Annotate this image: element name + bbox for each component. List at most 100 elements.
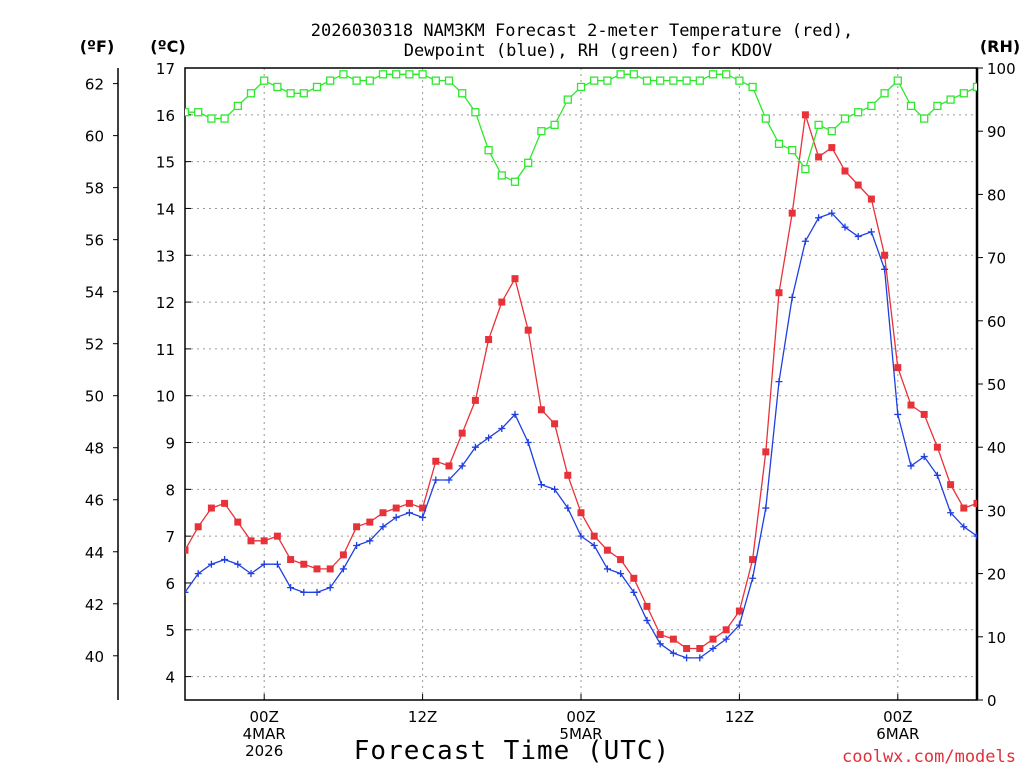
rh-tick-label: 20	[987, 566, 1006, 584]
x-tick-label: 12Z	[725, 708, 754, 726]
rh-point	[893, 76, 902, 85]
temperature-point	[933, 443, 941, 451]
rh-tick-label: 50	[987, 376, 1006, 394]
temperature-series	[185, 111, 977, 653]
dewpoint-point	[273, 560, 281, 568]
fahrenheit-tick-label: 42	[85, 596, 104, 614]
dewpoint-point	[815, 214, 823, 222]
chart-title-line-1: 2026030318 NAM3KM Forecast 2-meter Tempe…	[311, 21, 853, 41]
dewpoint-point	[841, 223, 849, 231]
temperature-point	[300, 560, 308, 568]
rh-series	[185, 70, 977, 186]
rh-point	[590, 76, 599, 85]
rh-point	[185, 108, 190, 117]
series-layer	[185, 70, 977, 662]
rh-point	[260, 76, 269, 85]
temperature-point	[683, 645, 691, 653]
rh-point	[233, 101, 242, 111]
x-tick-label: 5MAR	[559, 725, 602, 743]
temperature-point	[881, 251, 889, 259]
dewpoint-point	[775, 378, 783, 386]
rh-point	[431, 76, 440, 85]
dewpoint-point	[947, 509, 955, 517]
rh-point	[405, 70, 414, 79]
temperature-point	[445, 462, 453, 470]
rh-point	[682, 76, 691, 85]
dewpoint-point	[867, 228, 875, 236]
dewpoint-point	[696, 654, 704, 662]
temperature-point	[326, 565, 334, 573]
rh-point	[418, 70, 427, 79]
temperature-point	[419, 504, 427, 512]
dewpoint-point	[960, 523, 968, 531]
rh-tick-label: 90	[987, 123, 1006, 141]
rh-point	[458, 89, 467, 98]
x-axis-label: Forecast Time (UTC)	[354, 736, 670, 766]
dewpoint-point	[524, 439, 532, 447]
rh-point	[722, 70, 731, 79]
dewpoint-point	[854, 233, 862, 241]
rh-point	[946, 95, 955, 104]
dewpoint-point	[221, 556, 229, 564]
rh-point	[286, 89, 295, 98]
rh-tick-label: 0	[987, 692, 997, 710]
temperature-point	[339, 551, 347, 559]
celsius-tick-label: 4	[165, 669, 175, 687]
fahrenheit-tick-label: 60	[85, 128, 104, 146]
rh-point	[616, 70, 625, 79]
dewpoint-point	[643, 616, 651, 624]
temperature-point	[643, 602, 651, 610]
temperature-point	[669, 635, 677, 643]
rh-point	[933, 101, 942, 111]
rh-point	[299, 89, 308, 98]
temperature-point	[185, 546, 189, 554]
rh-point	[194, 108, 203, 117]
temperature-point	[867, 195, 875, 203]
dewpoint-point	[881, 265, 889, 273]
rh-point	[959, 89, 968, 98]
dewpoint-point	[353, 542, 361, 550]
temperature-point	[801, 111, 809, 119]
rh-point	[273, 82, 282, 92]
rh-point	[854, 108, 863, 117]
rh-point	[378, 70, 388, 79]
dewpoint-point	[669, 649, 677, 657]
rh-point	[880, 89, 889, 98]
dewpoint-point	[894, 410, 902, 418]
dewpoint-point	[920, 453, 928, 461]
celsius-tick-label: 9	[165, 435, 175, 453]
celsius-tick-label: 5	[165, 622, 175, 640]
dewpoint-point	[419, 513, 427, 521]
fahrenheit-tick-label: 48	[85, 440, 104, 458]
temperature-point	[735, 607, 743, 615]
dewpoint-point	[683, 654, 691, 662]
grid-lines	[185, 67, 977, 700]
temperature-point	[194, 523, 202, 531]
dewpoint-point	[287, 584, 295, 592]
dewpoint-point	[801, 237, 809, 245]
x-tick-label: 2026	[245, 742, 283, 760]
temperature-point	[432, 457, 440, 465]
dewpoint-point	[617, 570, 625, 578]
rh-tick-label: 30	[987, 502, 1006, 520]
dewpoint-point	[511, 410, 519, 418]
temperature-point	[828, 144, 836, 152]
rh-point	[867, 101, 876, 111]
fahrenheit-tick-label: 46	[85, 492, 104, 510]
rh-point	[246, 89, 256, 98]
temperature-point	[590, 532, 598, 540]
rh-point	[906, 101, 916, 111]
temperature-point	[524, 326, 532, 334]
dewpoint-point	[339, 565, 347, 573]
temperature-point	[392, 504, 400, 512]
dewpoint-point	[630, 588, 638, 596]
rh-point	[748, 82, 757, 92]
temperature-point	[458, 429, 466, 437]
temperature-point	[617, 556, 625, 564]
dewpoint-point	[537, 481, 545, 489]
rh-tick-label: 40	[987, 439, 1006, 457]
rh-point	[352, 76, 361, 85]
celsius-tick-label: 8	[165, 481, 175, 499]
dewpoint-point	[577, 532, 585, 540]
